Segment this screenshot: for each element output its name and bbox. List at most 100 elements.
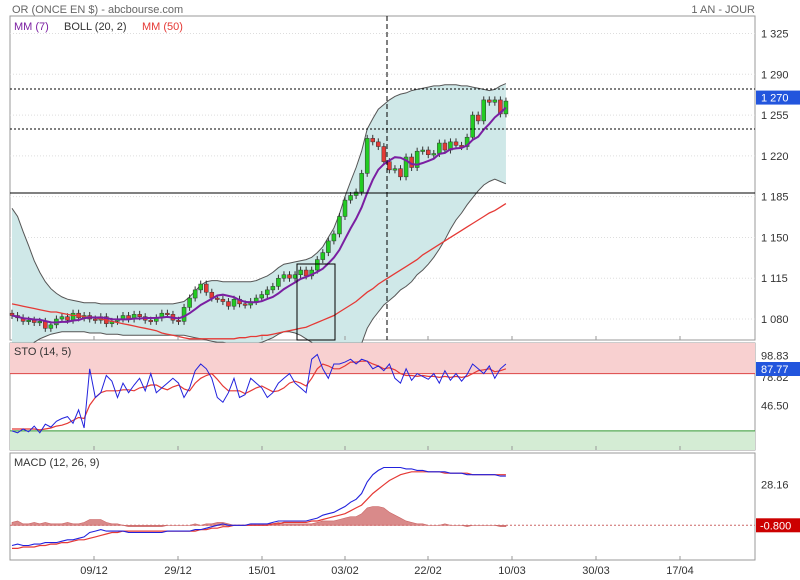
candle-body (398, 168, 403, 178)
x-tick-label: 29/12 (164, 565, 192, 577)
candle-body (387, 161, 392, 171)
sto-value-tag (756, 362, 800, 376)
y-tick-label: 1 185 (761, 192, 789, 204)
x-tick-label: 17/04 (666, 565, 694, 577)
candle-body (292, 274, 298, 279)
candle-body (453, 141, 459, 146)
last-price-label: 1 270 (761, 93, 789, 105)
candle-body (26, 319, 31, 322)
candle-body (370, 138, 375, 143)
candle-body (320, 252, 326, 260)
candle-body (442, 142, 448, 151)
candle-body (414, 150, 420, 168)
macd-panel-frame (9, 452, 756, 561)
candle-body (48, 324, 54, 329)
candle-body (270, 286, 276, 291)
legend-mm50: MM (50) (142, 21, 183, 33)
candle-body (298, 269, 303, 275)
candle-body (204, 283, 209, 293)
oversold-zone (10, 430, 755, 450)
macd-line (11, 466, 506, 547)
y-tick-label: 1 325 (761, 28, 789, 40)
candle-body (348, 195, 353, 201)
y-tick-label: 1 080 (761, 314, 789, 326)
selection-box (296, 263, 336, 341)
candle-body (276, 277, 281, 287)
y-tick-label: 1 220 (761, 151, 789, 163)
price-panel: MM (7) BOLL (20, 2) MM (50) 1 080 1 115 1 150… (9, 15, 800, 367)
candle-body (192, 289, 198, 299)
sto-d-line (12, 360, 507, 431)
bollinger-upper-line (11, 83, 507, 305)
y-tick-label: 98.83 (761, 351, 789, 363)
candle-body (326, 240, 331, 253)
candle-body (464, 136, 470, 147)
candle-body (242, 303, 248, 306)
x-tick-label: 22/02 (414, 565, 442, 577)
y-tick-label: 46.50 (761, 401, 789, 413)
candle-body (215, 297, 220, 300)
sto-legend: STO (14, 5) (14, 346, 71, 358)
sto-value-label: 87.77 (761, 364, 789, 376)
candle-body (259, 294, 264, 299)
candle-body (281, 274, 287, 279)
candle-body (181, 307, 187, 322)
macd-panel: MACD (12, 26, 9) 28.16 -0.800 (9, 452, 800, 561)
x-tick-label: 09/12 (80, 565, 108, 577)
last-price-tag (756, 90, 800, 105)
candle-body (470, 114, 475, 138)
legend-boll: BOLL (20, 2) (64, 21, 127, 33)
candle-body (37, 321, 42, 324)
candle-body (231, 298, 237, 307)
y-tick-label: 28.16 (761, 480, 789, 492)
candle-body (176, 319, 181, 322)
candle-body (381, 146, 387, 162)
y-tick-label: 1 150 (761, 232, 789, 244)
candle-body (487, 99, 492, 103)
chart-title: OR (ONCE EN $) - abcbourse.com (12, 4, 184, 16)
legend-mm7: MM (7) (14, 21, 49, 33)
x-tick-label: 30/03 (582, 565, 610, 577)
candle-body (226, 301, 231, 307)
candle-body (420, 149, 425, 152)
period-label[interactable]: 1 AN - JOUR (691, 4, 755, 16)
candle-body (337, 216, 342, 235)
candle-body (503, 100, 509, 115)
candle-body (137, 314, 142, 317)
y-tick-label: 1 255 (761, 110, 789, 122)
y-tick-label: 1 115 (761, 273, 788, 285)
signal-line (12, 471, 506, 549)
candle-body (187, 297, 192, 308)
candle-body (70, 312, 76, 321)
x-tick-label: 10/03 (498, 565, 526, 577)
candle-body (303, 269, 309, 277)
candle-body (426, 149, 431, 155)
macd-legend: MACD (12, 26, 9) (14, 457, 100, 469)
candle-body (353, 191, 359, 196)
mm7-line (11, 106, 507, 324)
candle-body (315, 259, 320, 271)
candle-body (43, 321, 48, 329)
candle-body (287, 274, 292, 279)
candle-body (492, 99, 498, 103)
candle-body (331, 233, 337, 242)
x-tick-label: 03/02 (331, 565, 359, 577)
candle-body (165, 312, 170, 315)
candle-body (376, 141, 381, 147)
candle-body (359, 173, 364, 193)
candle-body (392, 168, 398, 171)
candle-body (148, 319, 153, 322)
candle-body (265, 289, 270, 295)
candle-body (59, 316, 65, 320)
macd-value-tag (756, 518, 800, 533)
candle-body (198, 283, 203, 291)
candle-body (431, 153, 437, 156)
sto-k-line (11, 353, 507, 434)
candle-body (220, 298, 226, 302)
candle-body (342, 199, 348, 217)
candle-body (481, 99, 486, 122)
candle-body (65, 316, 70, 321)
candle-body (93, 318, 98, 321)
